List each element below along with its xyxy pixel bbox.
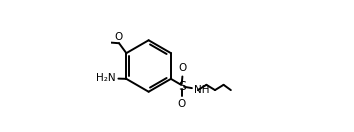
Text: NH: NH [194,85,210,95]
Text: O: O [178,99,186,109]
Text: S: S [178,80,186,93]
Text: H₂N: H₂N [96,73,115,83]
Text: O: O [114,32,122,42]
Text: O: O [178,63,187,73]
